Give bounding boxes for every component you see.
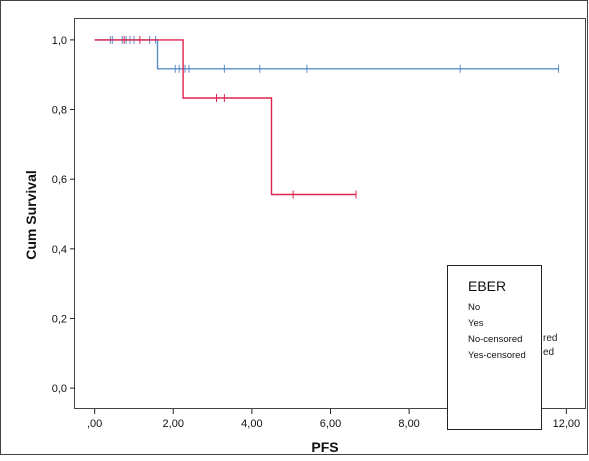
y-tick-label: 0,8: [52, 105, 67, 117]
series-group: [94, 35, 559, 199]
x-axis-label: PFS: [311, 439, 338, 455]
legend-item-yes-censored: Yes-censored: [468, 350, 526, 361]
y-tick-label: 1,0: [52, 35, 67, 47]
x-tick-label: 2,00: [163, 418, 184, 430]
y-tick-label: 0,6: [52, 174, 67, 186]
x-tick-label: 8,00: [398, 418, 419, 430]
x-tick-label: 4,00: [241, 418, 262, 430]
legend: EBER No Yes No-censored Yes-censored: [447, 265, 542, 430]
survival-curve-yes: [94, 39, 357, 196]
legend-overflow-text: red: [543, 333, 558, 344]
legend-item-no: No: [468, 302, 481, 313]
x-tick-label: 6,00: [320, 418, 341, 430]
x-tick-label: 12,00: [553, 418, 581, 430]
legend-title: EBER: [468, 278, 507, 294]
y-tick-label: 0,0: [52, 383, 67, 395]
axes: ,002,004,006,008,0010,0012,000,00,20,40,…: [52, 35, 580, 430]
y-tick-label: 0,4: [52, 244, 67, 256]
x-tick-label: ,00: [87, 418, 102, 430]
y-tick-label: 0,2: [52, 313, 67, 325]
legend-item-no-censored: No-censored: [468, 334, 523, 345]
legend-item-yes: Yes: [468, 318, 484, 329]
legend-overflow-text: ed: [543, 347, 555, 358]
y-axis-label: Cum Survival: [23, 170, 39, 259]
